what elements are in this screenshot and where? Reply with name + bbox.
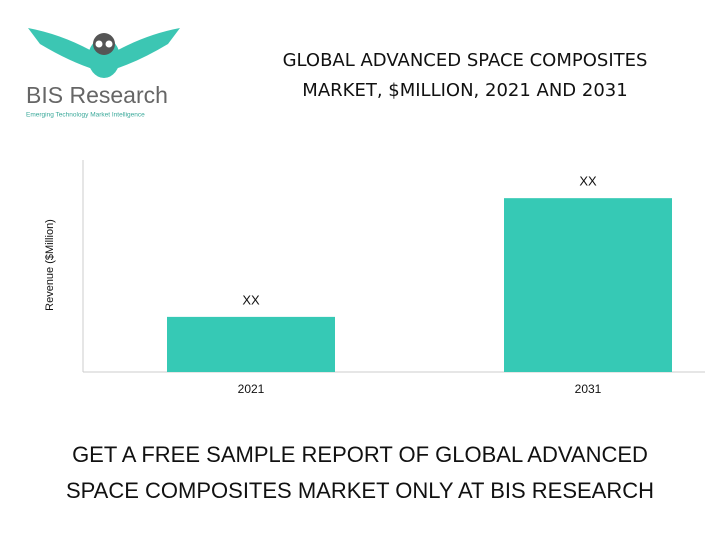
logo: BIS Research Emerging Technology Market … [26,28,180,119]
logo-eye [105,40,113,48]
bar [167,316,335,372]
logo-wing [112,28,180,70]
footer-text: SPACE COMPOSITES MARKET ONLY AT BIS RESE… [66,478,654,503]
footer-text: GET A FREE SAMPLE REPORT OF GLOBAL ADVAN… [72,442,648,467]
logo-wing [28,28,96,70]
bar [504,198,672,372]
y-axis-label: Revenue ($Million) [44,219,56,311]
logo-name: BIS Research [26,82,168,108]
value-label: XX [242,292,260,307]
logo-eye [95,40,103,48]
logo-owl-head [93,33,115,55]
x-tick-label: 2021 [238,382,265,396]
value-label: XX [579,174,597,189]
chart-title: GLOBAL ADVANCED SPACE COMPOSITES [283,50,648,71]
x-tick-label: 2031 [575,382,602,396]
logo-tagline: Emerging Technology Market Intelligence [26,112,145,119]
chart-title: MARKET, $MILLION, 2021 AND 2031 [302,80,627,101]
